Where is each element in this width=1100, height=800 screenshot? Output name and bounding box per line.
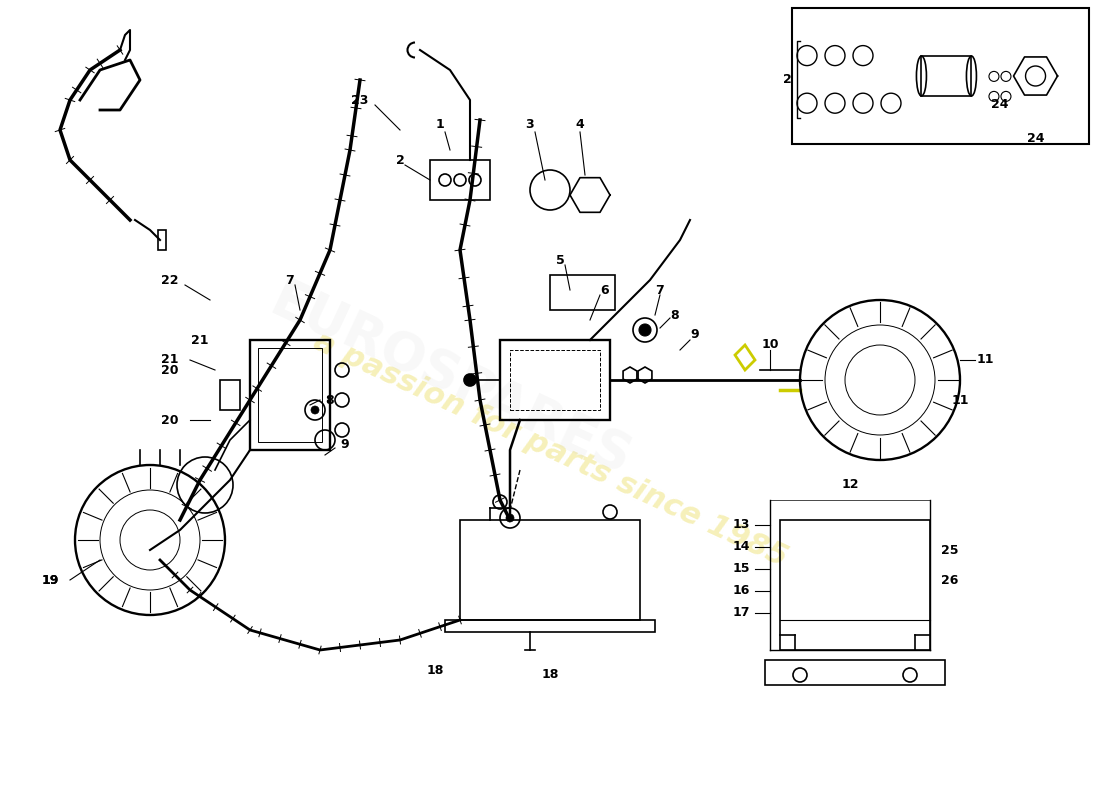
Text: 9: 9 (691, 329, 700, 342)
Text: 18: 18 (427, 663, 443, 677)
Text: 20: 20 (162, 363, 178, 377)
Text: 24: 24 (1026, 133, 1044, 146)
Circle shape (506, 514, 514, 522)
Bar (780, 520, 930, 650)
Bar (460, 520, 640, 620)
Bar (550, 275, 615, 310)
Text: a passion for parts since 1985: a passion for parts since 1985 (308, 327, 792, 573)
Text: 19: 19 (42, 574, 58, 586)
Bar (158, 230, 166, 250)
Text: EUROSPARES: EUROSPARES (262, 274, 638, 486)
Circle shape (639, 324, 651, 336)
Circle shape (464, 374, 476, 386)
Text: 2: 2 (783, 73, 792, 86)
Text: 18: 18 (541, 669, 559, 682)
Text: 9: 9 (341, 438, 350, 451)
Text: 16: 16 (733, 585, 750, 598)
Bar (792, 8, 1089, 144)
Text: 11: 11 (977, 354, 993, 366)
Text: 25: 25 (942, 543, 959, 557)
Text: 5: 5 (556, 254, 564, 266)
Bar (258, 348, 322, 442)
Text: 2: 2 (396, 154, 405, 166)
Text: 12: 12 (842, 478, 859, 491)
Text: 10: 10 (761, 338, 779, 351)
Bar (446, 620, 654, 632)
Text: 20: 20 (162, 414, 178, 426)
Text: 21: 21 (191, 334, 209, 346)
Text: 3: 3 (526, 118, 535, 131)
Bar (510, 350, 600, 410)
Text: 17: 17 (733, 606, 750, 619)
Circle shape (311, 406, 319, 414)
Text: 23: 23 (351, 94, 369, 106)
Bar (430, 160, 490, 200)
Bar (764, 660, 945, 685)
Text: 19: 19 (42, 574, 58, 586)
Text: 22: 22 (162, 274, 178, 286)
Text: 6: 6 (601, 283, 609, 297)
Text: 26: 26 (942, 574, 959, 586)
Text: 4: 4 (575, 118, 584, 131)
Bar (250, 340, 330, 450)
Text: 13: 13 (733, 518, 750, 531)
Text: 8: 8 (671, 309, 680, 322)
Text: 7: 7 (656, 283, 664, 297)
Text: 1: 1 (436, 118, 444, 131)
Text: 11: 11 (952, 394, 969, 406)
Bar (500, 340, 610, 420)
Text: 21: 21 (162, 354, 178, 366)
Text: 24: 24 (991, 98, 1009, 111)
Text: 14: 14 (733, 541, 750, 554)
Bar (922, 56, 971, 96)
Text: 8: 8 (326, 394, 334, 406)
Text: 15: 15 (733, 562, 750, 575)
Text: 7: 7 (286, 274, 295, 286)
